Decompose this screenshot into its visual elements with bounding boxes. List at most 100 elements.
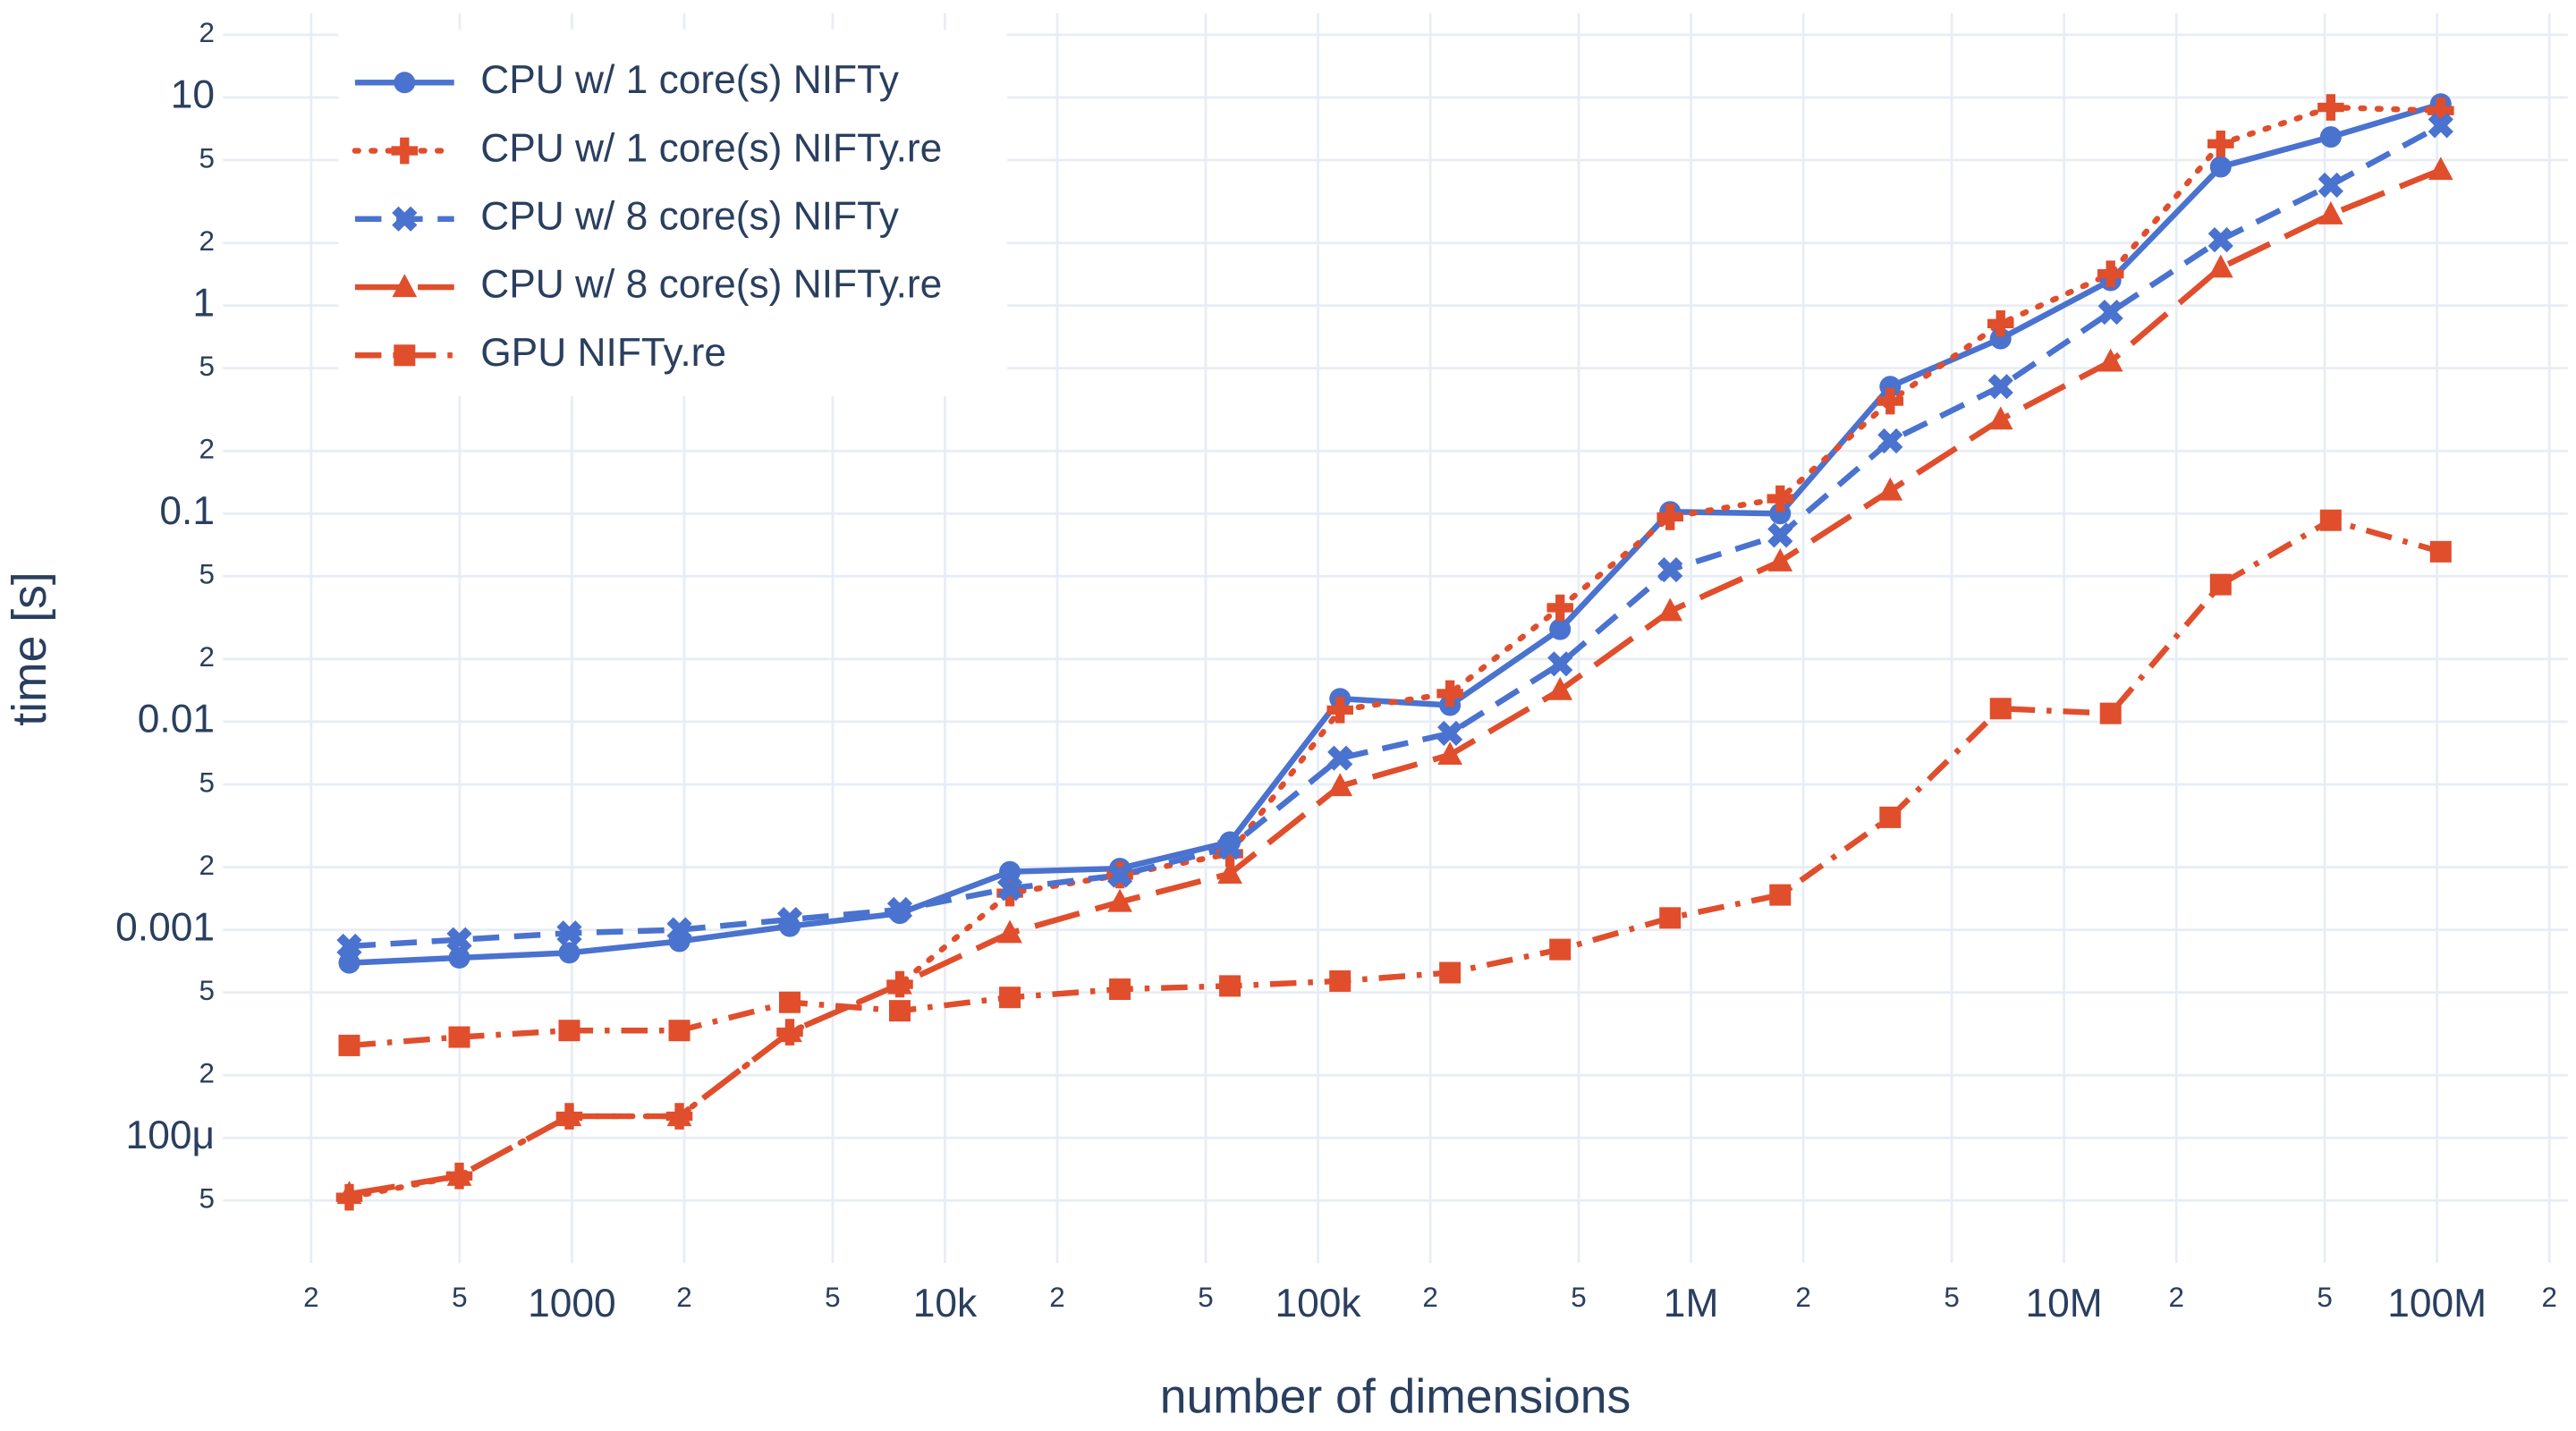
- marker: [2429, 540, 2452, 563]
- x-tick-label: 100M: [2387, 1282, 2487, 1325]
- x-tick-label: 100k: [1275, 1282, 1361, 1325]
- legend-label: GPU NIFTy.re: [480, 331, 726, 375]
- marker: [887, 970, 912, 995]
- marker: [1549, 938, 1572, 961]
- marker: [1657, 556, 1683, 583]
- marker: [668, 1020, 691, 1042]
- marker: [2097, 299, 2123, 326]
- marker: [1987, 406, 2013, 430]
- x-tick-label: 2: [1422, 1282, 1437, 1313]
- y-tick-label: 5: [199, 351, 215, 382]
- marker: [1877, 428, 1903, 454]
- x-tick-label: 10k: [913, 1282, 978, 1325]
- series-line: [348, 167, 2443, 1198]
- marker: [558, 942, 580, 964]
- marker: [448, 1026, 470, 1048]
- marker: [1769, 884, 1792, 906]
- marker: [2428, 113, 2453, 139]
- marker: [2318, 172, 2343, 199]
- marker: [2319, 509, 2342, 531]
- legend-item: CPU w/ 1 core(s) NIFTy.re: [352, 126, 942, 170]
- marker: [448, 946, 470, 969]
- x-tick-label: 2: [676, 1282, 691, 1313]
- legend-background: [338, 30, 1008, 397]
- x-tick-label: 1M: [1664, 1282, 1719, 1325]
- x-tick-label: 5: [2317, 1282, 2332, 1313]
- marker: [666, 1103, 692, 1127]
- marker: [1547, 651, 1573, 677]
- marker: [2319, 126, 2342, 148]
- x-tick-label: 5: [825, 1282, 840, 1313]
- legend: CPU w/ 1 core(s) NIFTy CPU w/ 1 core(s) N…: [338, 30, 1008, 397]
- x-tick-label: 2: [303, 1282, 318, 1313]
- marker: [2209, 573, 2232, 596]
- x-tick-label: 2: [2542, 1282, 2557, 1313]
- marker: [1437, 720, 1463, 747]
- marker: [1767, 485, 1794, 512]
- marker: [2207, 226, 2233, 253]
- y-axis-title: time [s]: [4, 572, 56, 725]
- y-tick-label: 10: [171, 73, 215, 117]
- marker: [1767, 547, 1793, 572]
- legend-marker: [394, 72, 416, 94]
- marker: [2318, 200, 2343, 224]
- marker: [888, 1000, 911, 1022]
- y-tick-label: 0.1: [159, 489, 215, 533]
- marker: [666, 917, 692, 943]
- y-tick-label: 2: [199, 17, 215, 48]
- marker: [1879, 806, 1902, 828]
- marker: [1659, 907, 1682, 929]
- marker: [446, 927, 472, 953]
- marker: [776, 907, 803, 933]
- x-tick-label: 2: [2168, 1282, 2183, 1313]
- marker: [1436, 680, 1463, 707]
- legend-marker: [392, 206, 418, 232]
- legend-item: CPU w/ 8 core(s) NIFTy: [354, 195, 900, 239]
- marker: [2209, 156, 2232, 178]
- legend-marker: [391, 137, 419, 165]
- marker: [556, 920, 582, 946]
- series-line: [349, 517, 2442, 1049]
- y-tick-label: 1: [192, 281, 215, 325]
- marker: [2428, 157, 2453, 181]
- y-tick-label: 2: [199, 641, 215, 673]
- marker: [1109, 978, 1131, 1001]
- y-tick-label: 100μ: [126, 1113, 215, 1157]
- marker: [1879, 376, 1902, 398]
- marker: [997, 919, 1022, 944]
- marker: [1989, 698, 2012, 720]
- marker: [1657, 597, 1683, 622]
- marker: [1767, 522, 1793, 548]
- y-tick-label: 2: [199, 434, 215, 465]
- legend-label: CPU w/ 1 core(s) NIFTy: [480, 58, 899, 102]
- marker: [1439, 961, 1462, 984]
- y-tick-label: 0.001: [115, 905, 215, 949]
- marker: [1107, 888, 1132, 912]
- x-tick-label: 1000: [528, 1282, 616, 1325]
- x-tick-label: 10M: [2026, 1282, 2103, 1325]
- marker: [1216, 834, 1243, 860]
- x-tick-label: 5: [1571, 1282, 1586, 1313]
- marker: [1106, 862, 1133, 888]
- y-tick-label: 2: [199, 850, 215, 881]
- marker: [1547, 676, 1573, 700]
- y-tick-label: 5: [199, 559, 215, 590]
- legend-label: CPU w/ 8 core(s) NIFTy.re: [480, 263, 942, 307]
- marker: [996, 876, 1023, 902]
- marker: [1769, 503, 1792, 525]
- marker: [1437, 741, 1462, 766]
- marker: [2207, 254, 2233, 278]
- x-tick-label: 5: [452, 1282, 467, 1313]
- marker: [777, 1019, 802, 1043]
- marker: [2097, 348, 2123, 372]
- series-line: [349, 123, 2443, 950]
- legend-label: CPU w/ 8 core(s) NIFTy: [480, 195, 899, 239]
- marker: [1989, 327, 2012, 350]
- marker: [1877, 387, 1904, 415]
- marker: [778, 991, 801, 1013]
- x-axis-title: number of dimensions: [1160, 1371, 1631, 1424]
- legend-marker: [394, 344, 416, 367]
- y-tick-label: 5: [199, 766, 215, 798]
